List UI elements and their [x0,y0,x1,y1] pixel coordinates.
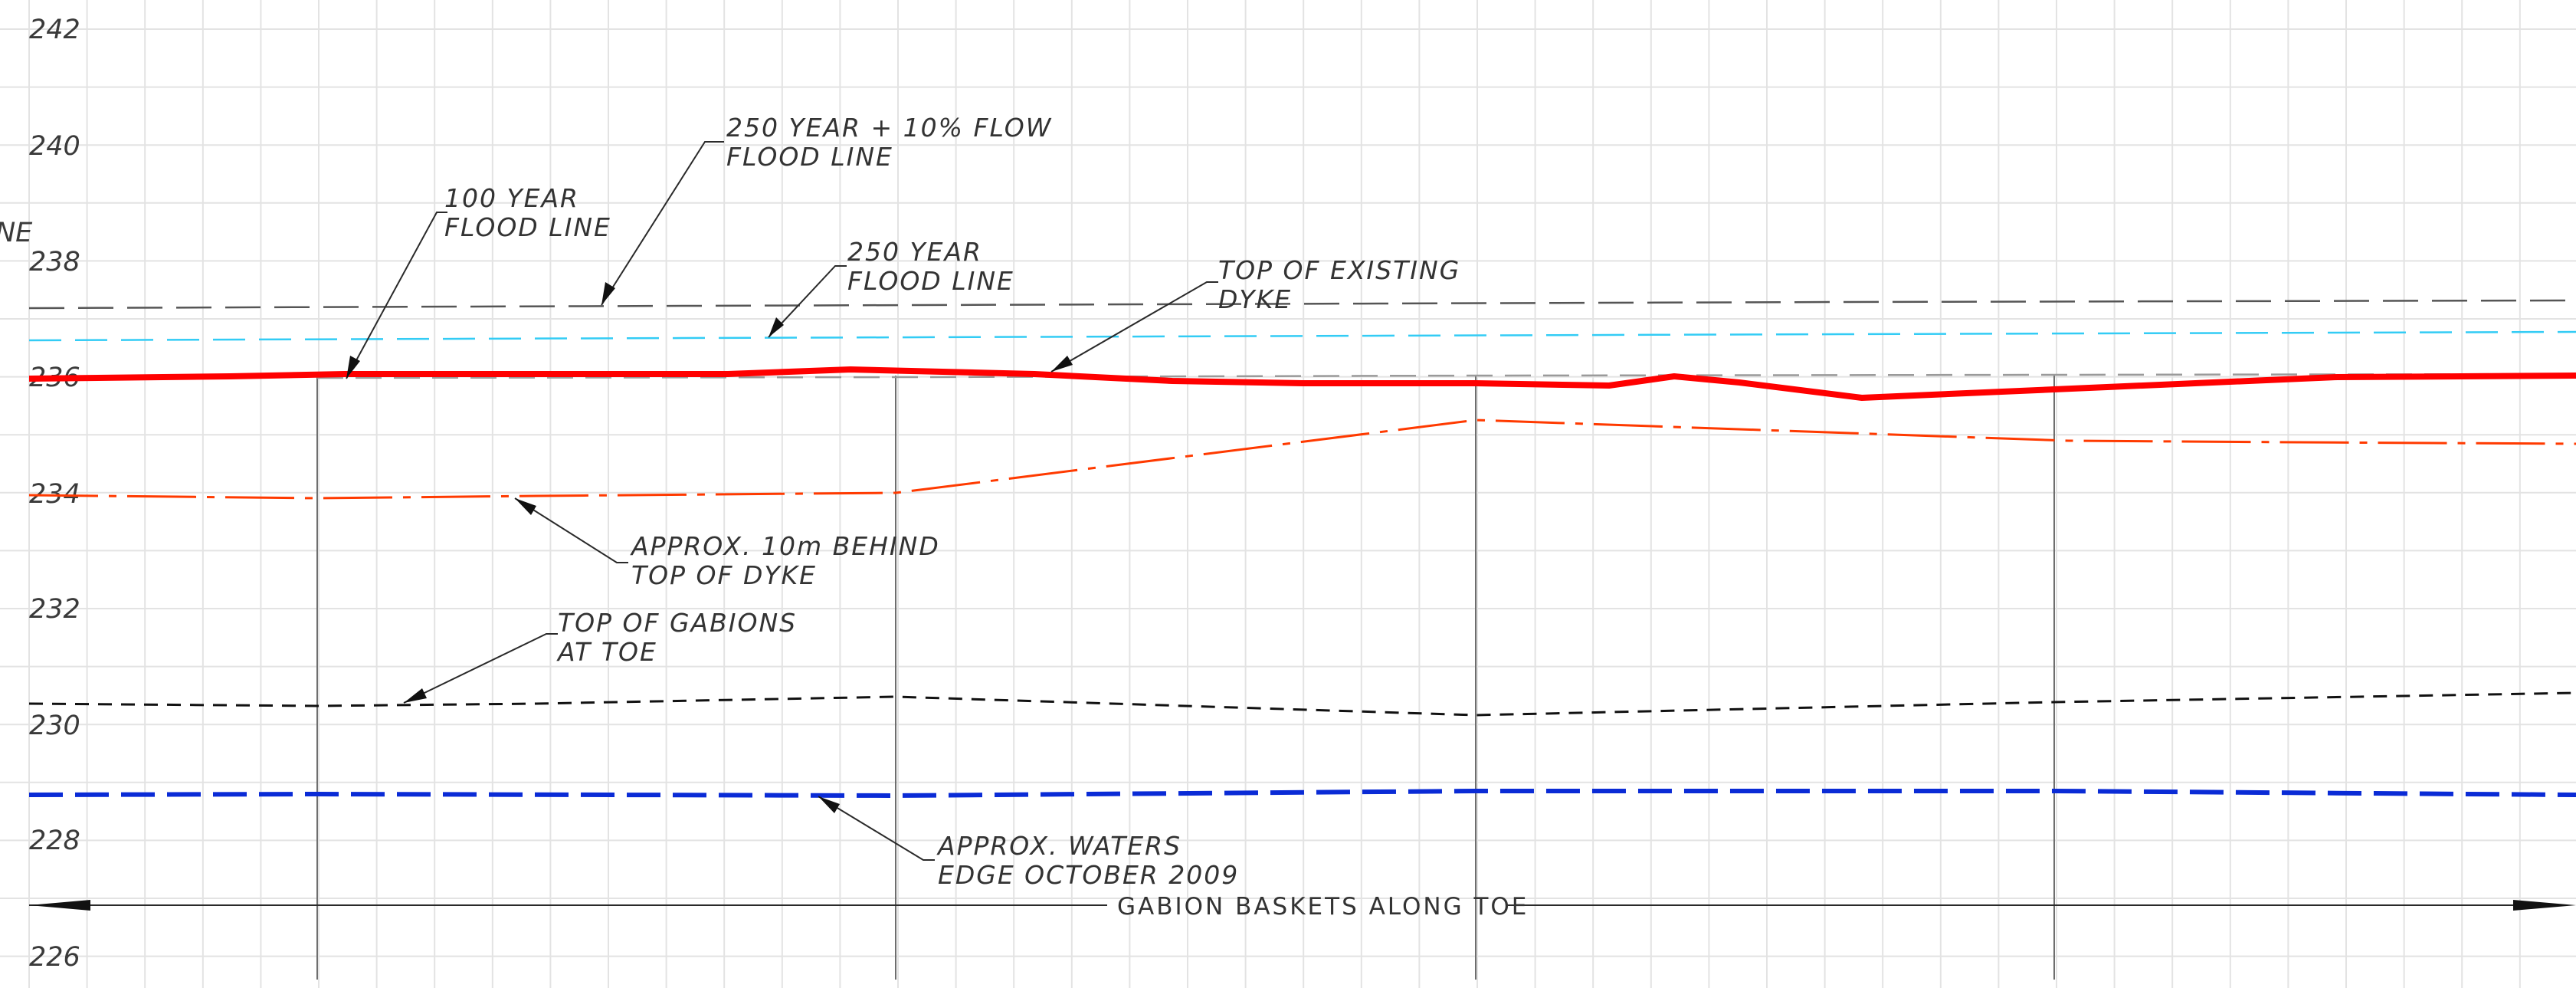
leader-arrow [404,688,427,703]
leader-arrow [769,317,784,337]
y-axis-label-228: 228 [29,826,80,856]
flood-line-250-year [28,330,2576,342]
y-axis-label-230: 230 [29,711,80,741]
leader-line [1050,281,1218,373]
y-axis-label-232: 232 [29,594,80,625]
gabion-baskets-label: GABION BASKETS ALONG TOE [1117,893,1529,921]
flood-line-100-year [316,373,2576,379]
y-axis-label-238: 238 [29,247,80,277]
annotation-line-1: APPROX. 10m BEHIND [630,531,940,561]
section-lines [316,376,2055,980]
annotation-approx-waters-edge: APPROX. WATERS EDGE OCTOBER 2009 [818,796,1239,890]
leader-line [403,633,558,704]
leader-line [514,497,628,563]
y-axis-label-226: 226 [29,942,80,973]
leader-line [346,212,447,379]
cut-off-label: NE [0,218,33,248]
annotation-line-2: TOP OF DYKE [631,560,817,590]
annotation-line-1: 250 YEAR [847,237,982,267]
annotation-line-2: AT TOE [556,637,657,667]
annotation-250-year: 250 YEAR FLOOD LINE [768,237,1014,338]
leader-arrow [515,498,536,515]
annotation-line-1: TOP OF GABIONS [558,608,797,638]
annotation-line-1: APPROX. WATERS [936,831,1181,861]
annotation-line-2: FLOOD LINE [444,212,611,242]
annotation-line-1: 100 YEAR [444,183,579,213]
annotation-line-2: DYKE [1218,284,1292,314]
annotation-top-of-existing-dyke: TOP OF EXISTING DYKE [1050,255,1460,373]
annotation-line-2: EDGE OCTOBER 2009 [938,860,1239,890]
dimension-arrow-right [2513,900,2576,911]
leader-arrow [601,282,615,305]
dimension-arrow-left [29,900,90,911]
approx-10m-behind-top-of-dyke [28,419,2576,500]
annotation-approx-10m-behind: APPROX. 10m BEHIND TOP OF DYKE [514,497,940,590]
flood-line-250-year-plus-10pct [28,299,2576,310]
annotation-100-year: 100 YEAR FLOOD LINE [346,183,611,379]
annotation-top-of-gabions: TOP OF GABIONS AT TOE [403,608,797,704]
approx-waters-edge-october-2009 [28,789,2576,799]
top-of-gabions-at-toe [28,691,2576,717]
y-axis: 242 240 238 236 234 232 230 228 226 NE [0,15,80,973]
leader-arrow [818,796,840,813]
gabion-baskets-dimension: GABION BASKETS ALONG TOE [29,893,2576,921]
annotation-line-2: FLOOD LINE [847,266,1014,296]
annotation-line-1: TOP OF EXISTING [1218,255,1460,285]
leader-arrow [1051,356,1073,372]
annotation-250-year-plus-10pct: 250 YEAR + 10% FLOW FLOOD LINE [601,113,1052,306]
leader-line [768,265,847,338]
annotation-line-2: FLOOD LINE [726,142,893,172]
leader-arrow [346,356,360,379]
leader-line [601,141,724,306]
top-of-existing-dyke [28,366,2576,401]
profiles [28,299,2576,799]
y-axis-label-240: 240 [29,131,80,162]
annotation-line-1: 250 YEAR + 10% FLOW [726,113,1052,143]
y-axis-label-242: 242 [29,15,80,45]
leader-line [818,796,935,861]
